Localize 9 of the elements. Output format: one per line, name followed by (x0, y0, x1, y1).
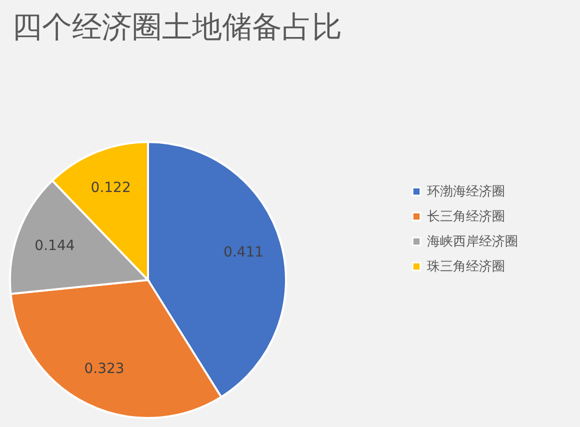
data-label: 0.122 (90, 180, 131, 196)
chart-title: 四个经济圈土地储备占比 (12, 10, 342, 45)
legend-label: 长三角经济圈 (427, 210, 505, 224)
data-label: 0.411 (223, 244, 264, 261)
legend-label: 环渤海经济圈 (427, 184, 505, 200)
legend-label: 海峡西岸经济圈 (427, 234, 518, 250)
data-label: 0.144 (34, 238, 75, 254)
data-label: 0.323 (84, 361, 124, 378)
legend-label: 珠三角经济圈 (427, 260, 505, 274)
